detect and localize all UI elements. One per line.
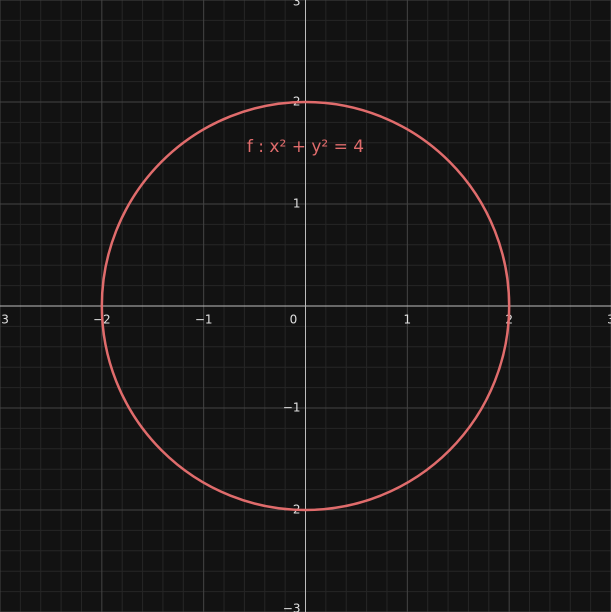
x-tick-label: 3 (607, 313, 611, 327)
y-tick-label: 3 (293, 0, 301, 9)
x-tick-label: 1 (404, 313, 412, 327)
x-tick-label: 0 (290, 313, 298, 327)
circle-curve (100, 100, 511, 512)
y-tick-label: −1 (283, 401, 301, 415)
curve-label: f : x² + y² = 4 (247, 137, 364, 157)
y-tick-label: −3 (283, 602, 301, 612)
y-tick-label: 1 (293, 197, 301, 211)
x-tick-label: −3 (0, 313, 9, 327)
x-tick-label: −1 (195, 313, 213, 327)
